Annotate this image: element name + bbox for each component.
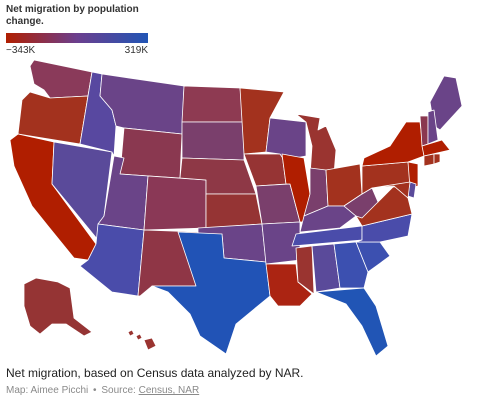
state-ma[interactable] (421, 139, 451, 157)
map-caption: Net migration, based on Census data anal… (6, 366, 304, 380)
state-ms[interactable] (295, 245, 315, 295)
legend-title: Net migration by population change. (6, 4, 139, 27)
legend-max-label: 319K (124, 45, 148, 56)
legend-color-scale (6, 33, 148, 43)
state-hi-islet[interactable] (127, 329, 135, 337)
state-ga[interactable] (333, 241, 369, 289)
state-fl[interactable] (315, 287, 389, 356)
state-nd[interactable] (181, 85, 245, 123)
state-tx[interactable] (151, 231, 271, 355)
state-ks[interactable] (205, 193, 263, 229)
state-ny[interactable] (361, 121, 425, 167)
state-wa[interactable] (29, 59, 93, 99)
state-la[interactable] (265, 263, 313, 307)
state-hi-islet-2[interactable] (135, 333, 143, 341)
state-wy[interactable] (119, 127, 183, 179)
state-mi[interactable] (295, 113, 337, 177)
credit-map-author: Map: Aimee Picchi (6, 385, 89, 396)
state-co[interactable] (143, 175, 207, 231)
state-nh[interactable] (427, 109, 439, 145)
source-link[interactable]: Census, NAR (138, 385, 200, 396)
us-states-map (9, 59, 463, 356)
state-ct[interactable] (423, 153, 435, 167)
state-ri[interactable] (433, 153, 441, 165)
state-nj[interactable] (407, 161, 419, 189)
state-ak[interactable] (23, 277, 93, 337)
state-il[interactable] (281, 153, 311, 223)
state-hi[interactable] (143, 337, 157, 351)
state-sd[interactable] (181, 121, 245, 161)
state-md[interactable] (371, 181, 411, 199)
map-credit: Map: Aimee Picchi • Source: Census, NAR (6, 385, 199, 396)
credit-separator: • (93, 385, 97, 396)
legend-min-label: −343K (6, 45, 36, 56)
credit-source-prefix: Source: (101, 385, 136, 396)
